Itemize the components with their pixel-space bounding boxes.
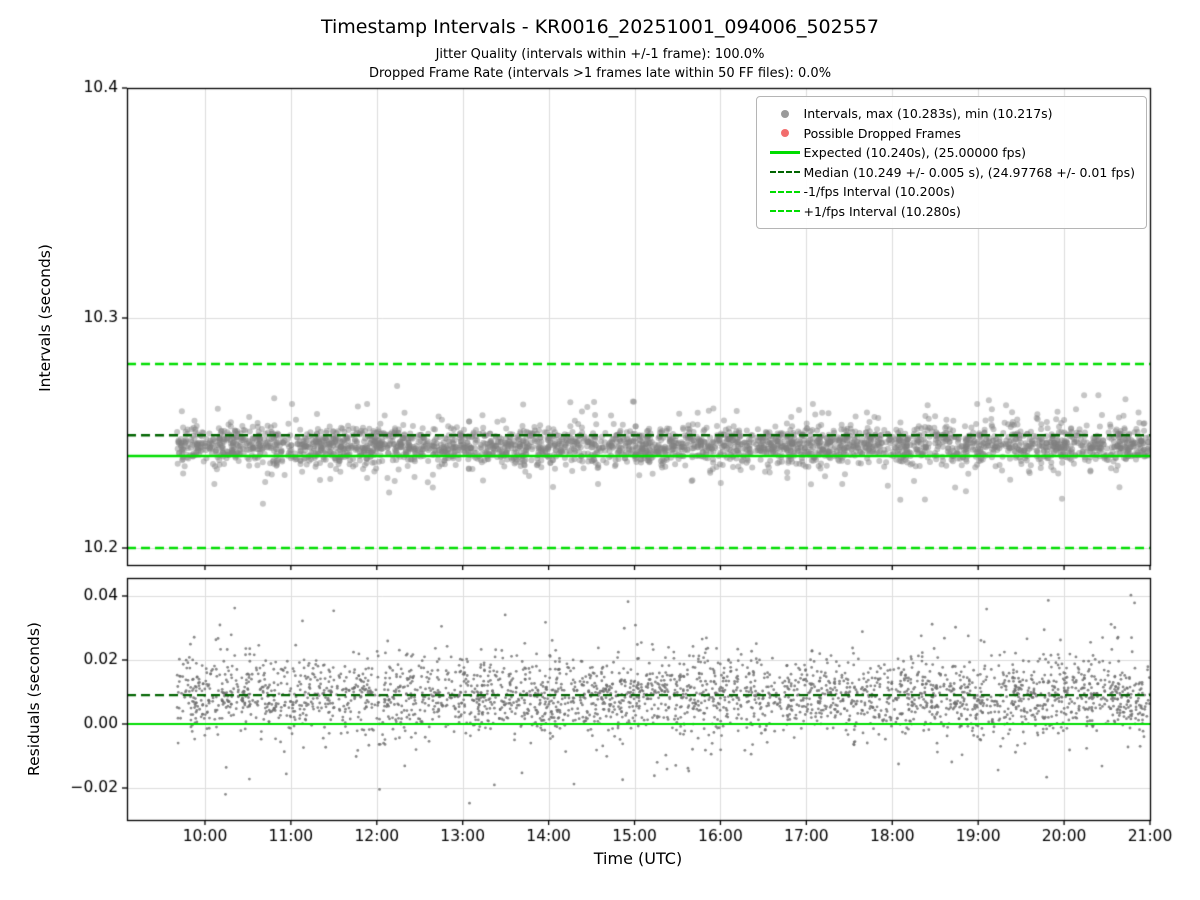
legend-dashed-line-icon [766,171,804,174]
legend-dashed-line-icon [766,190,804,193]
legend-item: Intervals, max (10.283s), min (10.217s) [766,104,1135,124]
legend-item-label: -1/fps Interval (10.200s) [803,184,955,200]
legend-item: +1/fps Interval (10.280s) [766,202,1135,222]
chart-title: Timestamp Intervals - KR0016_20251001_09… [321,16,879,38]
legend-item: Possible Dropped Frames [766,124,1135,144]
legend-dashed-line-icon [766,210,804,213]
legend-item-label: +1/fps Interval (10.280s) [803,203,961,219]
legend-item-label: Possible Dropped Frames [803,125,961,141]
legend: Intervals, max (10.283s), min (10.217s) P… [755,96,1147,229]
legend-solid-line-icon [766,151,804,155]
x-axis-label-time-utc: Time (UTC) [593,849,683,868]
legend-dot-marker-icon [766,129,804,138]
legend-item: Median (10.249 +/- 0.005 s), (24.97768 +… [766,163,1135,183]
legend-dot-marker-icon [766,109,804,118]
y-axis-label-residuals: Residuals (seconds) [25,622,43,776]
y-axis-label-intervals: Intervals (seconds) [36,244,54,392]
legend-item: Expected (10.240s), (25.00000 fps) [766,143,1135,163]
legend-item-label: Median (10.249 +/- 0.005 s), (24.97768 +… [803,164,1135,180]
legend-item-label: Intervals, max (10.283s), min (10.217s) [803,106,1053,122]
legend-item-label: Expected (10.240s), (25.00000 fps) [803,145,1026,161]
chart-subtitle-jitter-quality: Jitter Quality (intervals within +/-1 fr… [435,47,765,62]
chart-subtitle-dropped-frame-rate: Dropped Frame Rate (intervals >1 frames … [368,66,832,81]
legend-item: -1/fps Interval (10.200s) [766,182,1135,202]
